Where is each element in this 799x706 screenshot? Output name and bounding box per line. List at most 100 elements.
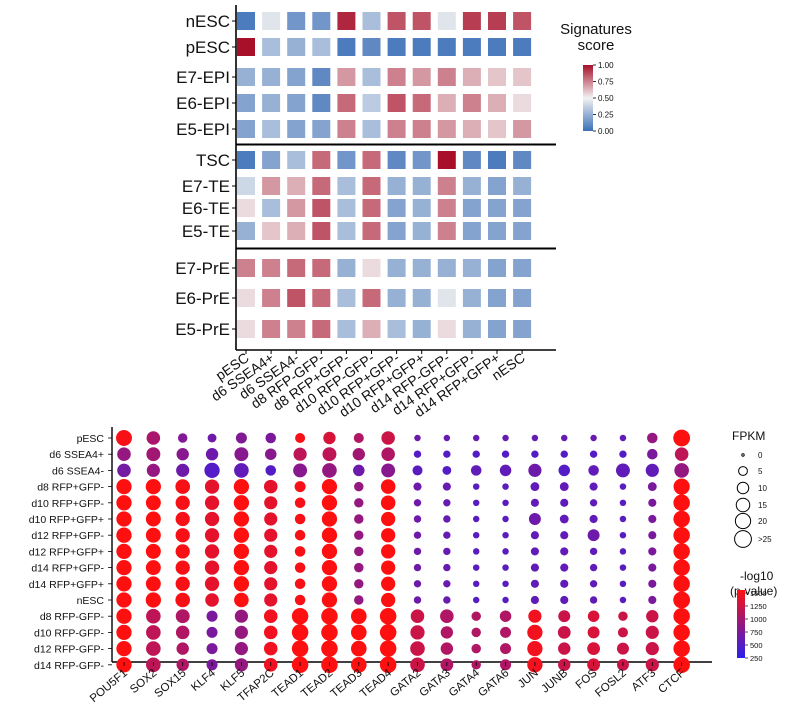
dotplot-point [175,625,190,640]
heatmap-cell [462,151,481,169]
dotplot-point [351,640,367,657]
heatmap-cell [437,94,456,112]
heatmap-cell [262,222,281,240]
heatmap-cell [287,222,306,240]
dotplot-point [264,496,278,510]
heatmap-cell [262,199,281,217]
color-legend-label: 1250 [750,602,767,611]
dotplot-point [413,499,422,507]
dotplot-point [234,609,248,623]
size-legend-circle [734,512,752,530]
dotplot-point [440,609,454,623]
dotplot-point [146,641,161,656]
dotplot-col-label: FOSL2 [593,667,629,700]
dotplot-point [175,495,190,510]
dotplot-row-label: d10 RFP+GFP+ [29,514,104,526]
dotplot-point [413,563,422,572]
dotplot-point [145,478,161,495]
dotplot-point [499,610,512,622]
dotplot-point [587,529,600,542]
dotplot-point [530,531,539,540]
dotplot-point [234,463,249,478]
heatmap-cell [513,199,532,217]
heatmap-cell [437,151,456,169]
heatmap-cell [237,68,255,86]
dotplot-point [264,593,278,607]
dotplot-row-label: d6 SSEA4- [52,465,104,477]
dotplot-point [502,515,509,523]
dotplot-point [442,465,452,475]
dotplot-point [443,515,451,523]
dotplot-point [472,434,480,442]
dotplot-point [354,481,364,492]
dotplot-point [413,515,422,523]
heatmap-cell [362,289,381,307]
dotplot-point [502,483,509,490]
dotplot-point [322,447,337,462]
dotplot-point [648,547,657,556]
dotplot-point [673,510,690,528]
dotplot-point [175,528,190,543]
dotplot-point [233,495,250,511]
dotplot-point [673,478,690,495]
heatmap-cell [412,120,431,138]
dotplot-point [440,626,454,639]
heatmap-row-label: E7-EPI [176,68,230,87]
dotplot-point [205,593,219,607]
dotplot-point [354,530,364,540]
heatmap-cell [387,259,406,277]
dotplot-point [116,624,132,641]
heatmap-cell [362,320,381,338]
heatmap-cell [513,94,532,112]
heatmap-cell [437,12,456,30]
heatmap-cell [237,259,255,277]
dotplot-point [528,513,541,525]
heatmap-cell [488,289,506,307]
dotplot-point [265,432,277,444]
dotplot-point [116,511,132,527]
dotplot-point [673,526,690,544]
dotplot-col-label: CTCF [656,667,687,696]
dotplot-point [206,626,218,638]
dotplot-point [558,642,571,655]
heatmap-cell [488,259,506,277]
heatmap-cell [262,177,281,195]
dotplot-point [413,580,422,588]
dotplot-point [381,544,396,559]
dotplot-point [263,479,278,494]
dotplot-point [264,448,277,460]
dotplot-point [293,463,308,478]
heatmap-cell [262,320,281,338]
heatmap-row-label: nESC [186,12,230,31]
dotplot-point [589,547,598,556]
dotplot-point [674,447,689,461]
dotplot-point [321,527,338,543]
dotplot-point [321,576,338,592]
legend-tick-label: 1.00 [598,61,614,70]
dotplot-point [673,559,690,576]
heatmap-cell [412,320,431,338]
heatmap-cell [387,320,406,338]
expression-dotplot: pESC d6 SSEA4+ d6 SSEA4- d8 RFP+GFP-d10 RFP… [29,427,712,705]
size-legend-title: FPKM [732,429,765,443]
dotplot-point [265,465,277,476]
dotplot-point [295,432,306,444]
dotplot-point [206,643,218,655]
heatmap-cell [462,68,481,86]
dotplot-point [204,528,220,543]
dotplot-point [145,592,161,608]
dotplot-col-label: GATA2 [388,667,423,699]
dotplot-point [321,559,338,576]
heatmap-cell [362,222,381,240]
dotplot-point [648,514,657,524]
dotplot-point [499,464,512,477]
dotplot-point [615,463,630,478]
dotplot-row-label: d10 RFP-GFP- [34,627,105,639]
heatmap-cell [287,259,306,277]
dotplot-col-label: SOX15 [153,667,189,700]
dotplot-point [443,531,451,539]
heatmap-cell [362,199,381,217]
heatmap-cell [312,222,331,240]
dotplot-point [379,607,397,625]
dotplot-point [321,592,338,608]
